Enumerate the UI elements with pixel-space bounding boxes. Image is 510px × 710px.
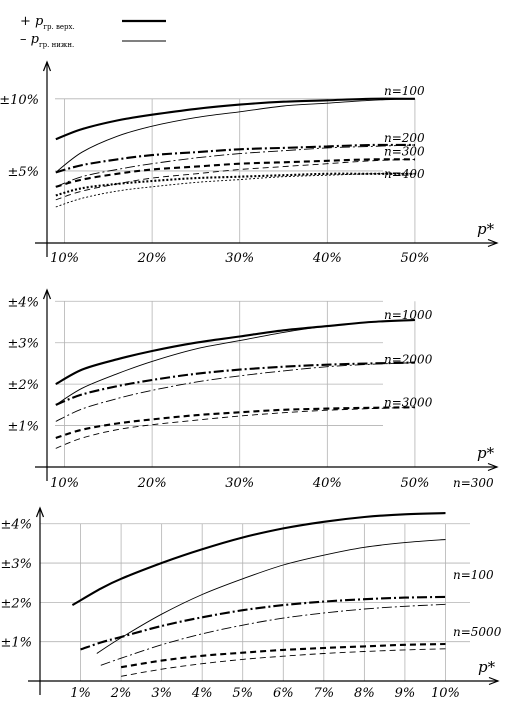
- series-line-n-400-upper: [55, 172, 415, 197]
- x-axis-arrow: [487, 238, 499, 248]
- legend-upper-label: + pгр. верх.: [20, 14, 75, 31]
- x-tick-label: 6%: [273, 686, 294, 701]
- x-axis-arrow: [487, 462, 499, 472]
- x-tick-label: 4%: [191, 686, 213, 701]
- series-label: n=1000: [384, 308, 433, 322]
- y-axis-arrow: [42, 288, 52, 300]
- series-line-n-100-upper: [55, 97, 415, 141]
- series-label: n=100: [453, 568, 494, 582]
- x-tick-label: 40%: [312, 251, 342, 266]
- series-line-n-3000-upper: [55, 406, 415, 439]
- y-tick-label: ±10%: [0, 93, 39, 108]
- series-label: n=100: [384, 84, 425, 98]
- y-tick-label: ±1%: [7, 420, 39, 435]
- x-tick-label: 9%: [395, 686, 416, 701]
- x-tick-label: 20%: [137, 476, 167, 491]
- y-tick-label: ±3%: [7, 337, 39, 352]
- legend-lower-label: – pгр. нижн.: [20, 32, 74, 49]
- x-tick-label: 40%: [312, 476, 342, 491]
- series-label: n=400: [384, 167, 425, 181]
- chart-panel-2: 10% 20% 30% 40% 50% ±1% ±2% ±3% ±4% p* n=1000 n=200…: [7, 288, 499, 491]
- series-line-n-100-upper: [80, 595, 446, 651]
- x-tick-label: 50%: [400, 251, 429, 266]
- series-line-n-1000-lower: [55, 319, 415, 406]
- series-label: n=3000: [384, 395, 433, 409]
- chart-panel-3: 1% 2% 3% 4% 5% 6% 7% 8% 9% 10% ±1% ±2% ±3% ±4% p* n=300…: [0, 476, 501, 701]
- series-line-n-300-upper: [71, 512, 446, 607]
- x-tick-label: 30%: [225, 251, 254, 266]
- series-label: n=300: [384, 144, 425, 158]
- y-axis-arrow: [42, 60, 52, 72]
- series-line-n-1000-upper: [55, 318, 415, 386]
- x-tick-label: 10%: [431, 686, 460, 701]
- y-tick-label: ±4%: [0, 518, 32, 533]
- y-tick-label: ±2%: [0, 596, 32, 611]
- x-tick-label: 5%: [232, 686, 253, 701]
- series-line-n-100-lower: [55, 98, 415, 173]
- legend-entry-upper: + pгр. верх.: [20, 14, 166, 31]
- y-tick-label: ±3%: [0, 557, 32, 572]
- y-tick-label: ±2%: [7, 378, 39, 393]
- series-label: n=200: [384, 131, 425, 145]
- legend-entry-lower: – pгр. нижн.: [20, 32, 166, 49]
- series-line-n-300-upper: [55, 158, 415, 188]
- series-label: n=5000: [453, 625, 502, 639]
- x-axis-title: p*: [478, 658, 496, 676]
- series-line-n-400-lower: [55, 173, 415, 208]
- x-tick-label: 50%: [400, 476, 429, 491]
- y-tick-label: ±4%: [7, 295, 39, 310]
- series-line-n-3000-lower: [55, 406, 415, 449]
- y-tick-label: ±1%: [0, 636, 32, 651]
- x-axis-arrow: [488, 676, 500, 686]
- x-tick-label: 3%: [151, 686, 172, 701]
- x-tick-label: 1%: [70, 686, 91, 701]
- x-tick-label: 8%: [354, 686, 375, 701]
- series-label: n=2000: [384, 353, 433, 367]
- y-axis-arrow: [35, 506, 45, 518]
- x-tick-label: 20%: [137, 251, 167, 266]
- y-tick-label: ±5%: [7, 165, 39, 180]
- series-line-n-300-lower: [55, 158, 415, 201]
- series-line-n-5000-upper: [120, 642, 446, 669]
- series-line-n-300-lower: [96, 539, 446, 654]
- legend: + pгр. верх. – pгр. нижн.: [20, 14, 166, 49]
- series-line-n-200-upper: [55, 143, 415, 174]
- series-line-n-2000-lower: [55, 362, 415, 422]
- series-label: n=300: [453, 476, 494, 490]
- x-tick-label: 7%: [314, 686, 335, 701]
- x-axis-title: p*: [477, 444, 495, 462]
- series-line-n-200-lower: [55, 144, 415, 188]
- x-tick-label: 10%: [50, 476, 79, 491]
- x-axis-title: p*: [477, 220, 495, 238]
- x-tick-label: 2%: [110, 686, 132, 701]
- series-line-n-5000-lower: [121, 648, 446, 677]
- x-tick-label: 30%: [225, 476, 254, 491]
- series-line-n-2000-upper: [55, 361, 415, 406]
- series-line-n-100-lower: [100, 603, 446, 666]
- x-tick-label: 10%: [50, 251, 79, 266]
